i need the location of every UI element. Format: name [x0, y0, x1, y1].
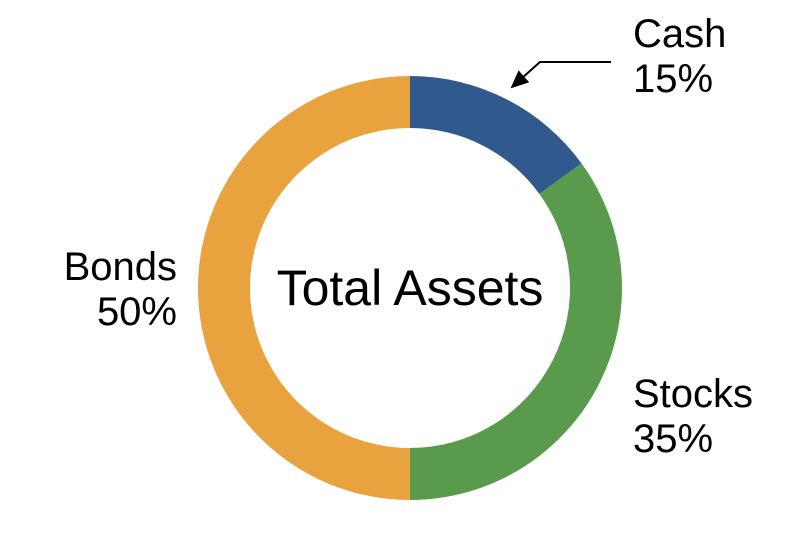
slice-label-cash: Cash 15% [633, 12, 726, 102]
slice-label-bonds: Bonds 50% [64, 245, 177, 335]
cash-annotation-arrow [510, 61, 611, 89]
slice-label-cash-percent: 15% [633, 57, 714, 101]
donut-slice-bonds [198, 76, 410, 500]
donut-slice-stocks [410, 163, 622, 500]
slice-label-stocks-name: Stocks [633, 372, 754, 416]
chart-center-label: Total Assets [276, 260, 544, 316]
slice-label-bonds-percent: 50% [96, 290, 177, 334]
donut-slice-cash [410, 76, 582, 194]
slice-label-cash-name: Cash [633, 12, 727, 56]
slice-label-bonds-name: Bonds [63, 245, 177, 289]
slice-label-stocks-percent: 35% [633, 417, 714, 461]
slice-label-stocks: Stocks 35% [633, 372, 753, 462]
